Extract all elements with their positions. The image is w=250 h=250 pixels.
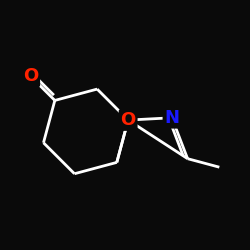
Text: O: O bbox=[23, 67, 38, 85]
Text: N: N bbox=[164, 109, 180, 127]
Text: O: O bbox=[120, 111, 136, 129]
